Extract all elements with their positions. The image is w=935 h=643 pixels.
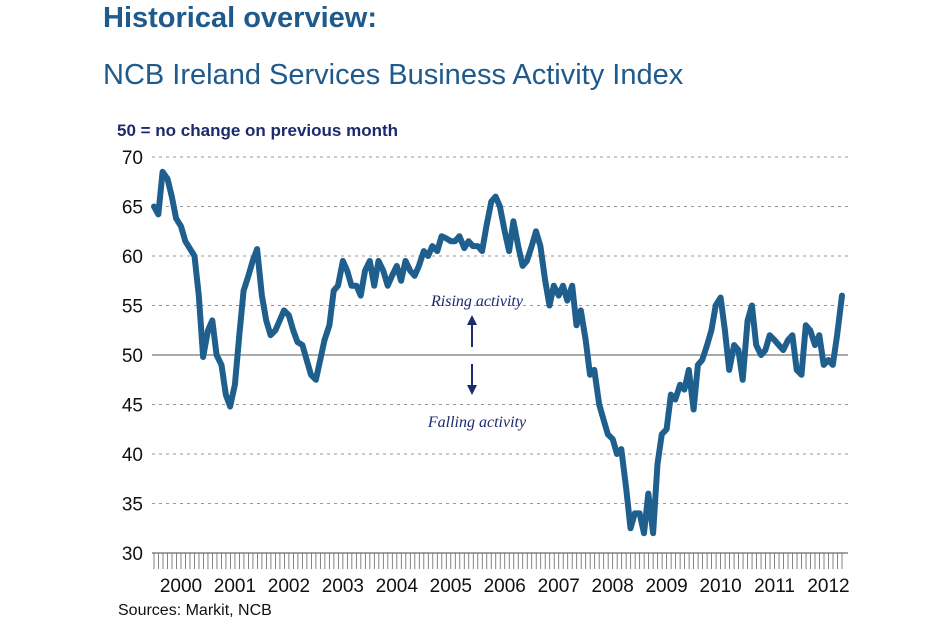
axes: 30 35 40 45 50 55 60 65 70 2000 2001 2002 2003 2004 20… [122,148,850,597]
y-tick-label: 50 [122,346,143,367]
x-tick-label: 2012 [807,576,849,597]
x-tick-label: 2011 [754,576,795,597]
annotation-rising: Rising activity [430,293,524,310]
page-title: Historical overview: [103,2,377,34]
x-tick-label: 2000 [160,576,202,597]
y-tick-label: 35 [122,495,143,516]
y-tick-label: 45 [122,396,143,417]
baseline-note: 50 = no change on previous month [117,121,399,140]
arrow-down-icon [467,385,477,395]
series-line-0 [151,168,845,537]
x-tick-label: 2007 [538,576,580,597]
source-note: Sources: Markit, NCB [118,602,272,619]
x-tick-label: 2003 [322,576,364,597]
x-tick-label: 2004 [376,576,419,597]
x-tick-label: 2008 [592,576,634,597]
y-tick-label: 40 [122,445,143,466]
x-tick-label: 2002 [268,576,310,597]
y-tick-label: 65 [122,198,143,219]
y-tick-label: 60 [122,247,143,268]
y-tick-label: 70 [122,148,143,169]
annotation-falling: Falling activity [427,414,527,431]
series-layer [151,168,845,537]
x-tick-label: 2006 [484,576,526,597]
y-tick-label: 55 [122,297,143,318]
x-tick-label: 2010 [699,576,741,597]
arrow-up-icon [467,315,477,325]
x-tick-label: 2001 [214,576,256,597]
annotations: Rising activity Falling activity [427,293,527,431]
x-tick-label: 2009 [645,576,687,597]
y-tick-label: 30 [122,544,143,565]
chart-title: NCB Ireland Services Business Activity I… [103,59,684,91]
x-tick-label: 2005 [430,576,472,597]
